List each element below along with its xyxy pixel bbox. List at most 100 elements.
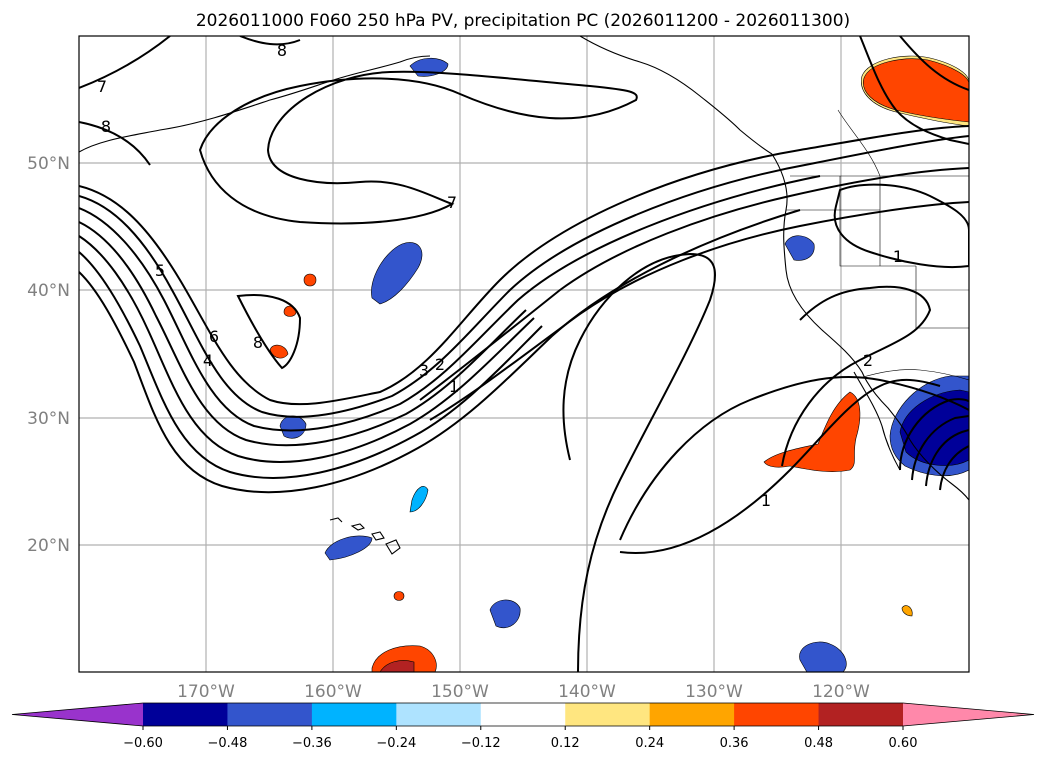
contour-label: 8 bbox=[277, 41, 287, 60]
colorbar-tick-label: −0.12 bbox=[461, 736, 501, 751]
colorbar-tick-label: −0.24 bbox=[376, 736, 416, 751]
precip-blob-east-small bbox=[901, 605, 913, 617]
colorbar-tick-label: 0.36 bbox=[720, 736, 749, 751]
pv-contour-3 bbox=[79, 125, 969, 406]
us-mexico-border bbox=[859, 369, 969, 381]
precip-blob-bc-coast bbox=[863, 58, 969, 123]
pv-contour-8-top bbox=[79, 36, 301, 166]
pv-contour-7-middle bbox=[198, 70, 638, 225]
contour-label: 6 bbox=[209, 327, 219, 346]
colorbar-segment bbox=[480, 703, 566, 726]
precip-blob-central-pacific bbox=[371, 242, 423, 305]
lon-tick-label: 160°W bbox=[304, 682, 362, 702]
pv-contour-1 bbox=[429, 201, 969, 421]
lat-tick-label: 20°N bbox=[27, 536, 70, 556]
hawaii-1 bbox=[329, 517, 343, 523]
map-title: 2026011000 F060 250 hPa PV, precipitatio… bbox=[196, 11, 850, 31]
pv-contour-8-loop bbox=[236, 294, 302, 370]
colorbar-segment bbox=[227, 703, 313, 726]
lat-tick-label: 30°N bbox=[27, 409, 70, 429]
precip-blob-oregon bbox=[784, 235, 815, 261]
coastlines bbox=[79, 36, 969, 555]
pv-contour-5 bbox=[79, 175, 821, 432]
mexico-mainland-coast bbox=[909, 439, 969, 501]
colorbar: −0.60 −0.48 −0.36 −0.24 −0.12 0.12 0.24 0.36 0.4… bbox=[11, 702, 1035, 751]
lat-tick-labels: 50°N 40°N 30°N 20°N bbox=[27, 154, 70, 556]
contour-label: 3 bbox=[419, 361, 429, 380]
colorbar-tick-label: −0.60 bbox=[123, 736, 163, 751]
colorbar-tick-label: 0.60 bbox=[889, 736, 918, 751]
colorbar-segment bbox=[311, 703, 397, 726]
baja-peninsula bbox=[853, 371, 901, 471]
pv-contour-2 bbox=[419, 167, 969, 401]
graticule bbox=[79, 36, 969, 672]
precip-blob-nw-1 bbox=[303, 273, 317, 287]
precip-blob-mexico bbox=[763, 391, 861, 472]
lat-tick-label: 40°N bbox=[27, 281, 70, 301]
pv-contour-6b bbox=[79, 235, 535, 463]
colorbar-tick-label: 0.48 bbox=[804, 736, 833, 751]
na-west-coast bbox=[771, 153, 911, 441]
precip-negative-areas bbox=[279, 57, 969, 672]
colorbar-tick-label: −0.48 bbox=[208, 736, 248, 751]
pv-contour-4b bbox=[79, 209, 801, 494]
state-border-4 bbox=[915, 266, 969, 329]
contour-label: 8 bbox=[253, 333, 263, 352]
colorbar-tick-label: 0.24 bbox=[635, 736, 664, 751]
contour-label: 4 bbox=[203, 351, 213, 370]
lon-tick-labels: 170°W 160°W 150°W 140°W 130°W 120°W bbox=[177, 682, 870, 702]
pv-contour-1-east bbox=[619, 375, 969, 541]
precip-positive-areas bbox=[269, 55, 969, 672]
colorbar-segment bbox=[565, 703, 651, 726]
state-border-1 bbox=[839, 176, 916, 267]
pv-contour-bc-coast bbox=[859, 36, 969, 145]
contour-label: 1 bbox=[761, 491, 771, 510]
lon-tick-label: 120°W bbox=[812, 682, 870, 702]
pv-contour-6 bbox=[79, 221, 527, 447]
precip-blob-south-center bbox=[393, 591, 405, 601]
alaska-panhandle-coast bbox=[579, 36, 773, 155]
colorbar-tick-label: 0.12 bbox=[551, 736, 580, 751]
colorbar-segment bbox=[143, 703, 228, 726]
hawaii-3 bbox=[371, 531, 385, 541]
lat-tick-label: 50°N bbox=[27, 154, 70, 174]
map-panel: 8 7 8 7 5 6 4 8 3 2 1 1 2 1 bbox=[78, 35, 970, 673]
precip-blob-baja-navy bbox=[899, 389, 969, 466]
contour-label: 1 bbox=[893, 247, 903, 266]
pv-contour-labels: 8 7 8 7 5 6 4 8 3 2 1 1 2 1 bbox=[97, 41, 903, 510]
lon-tick-label: 170°W bbox=[177, 682, 235, 702]
pv-contour-2-east bbox=[781, 285, 932, 467]
pv-contours bbox=[79, 36, 969, 672]
lon-tick-label: 140°W bbox=[558, 682, 616, 702]
pv-contour-4 bbox=[79, 135, 969, 418]
colorbar-segment bbox=[649, 703, 735, 726]
colorbar-tick-label: −0.36 bbox=[292, 736, 332, 751]
colorbar-extend-high bbox=[903, 703, 1034, 726]
hawaii-4 bbox=[385, 539, 401, 555]
colorbar-segment bbox=[818, 703, 904, 726]
precip-blob-south-1 bbox=[489, 599, 521, 628]
colorbar-segment bbox=[396, 703, 482, 726]
precip-blob-nw-3 bbox=[269, 344, 289, 359]
contour-label: 5 bbox=[155, 261, 165, 280]
map-background bbox=[79, 36, 969, 672]
lon-tick-label: 150°W bbox=[431, 682, 489, 702]
contour-label: 8 bbox=[101, 117, 111, 136]
map-frame bbox=[78, 35, 970, 673]
contour-label: 1 bbox=[449, 377, 459, 396]
pv-contour-7-top bbox=[79, 36, 171, 89]
precip-blob-south-bottom-dark bbox=[379, 660, 415, 672]
lon-tick-label: 130°W bbox=[685, 682, 743, 702]
colorbar-segment bbox=[734, 703, 820, 726]
pv-contour-1-trough bbox=[562, 252, 717, 672]
precip-blob-hawaii bbox=[324, 535, 373, 561]
contour-label: 7 bbox=[97, 77, 107, 96]
contour-label: 2 bbox=[435, 355, 445, 374]
precip-blob-near-hawaii-north bbox=[279, 415, 307, 439]
pv-contour-1-south bbox=[619, 379, 941, 554]
precip-blob-hawaii-small bbox=[409, 486, 429, 513]
contour-label: 2 bbox=[863, 351, 873, 370]
pv-contour-5b bbox=[79, 251, 543, 479]
colorbar-extend-low bbox=[12, 703, 143, 726]
